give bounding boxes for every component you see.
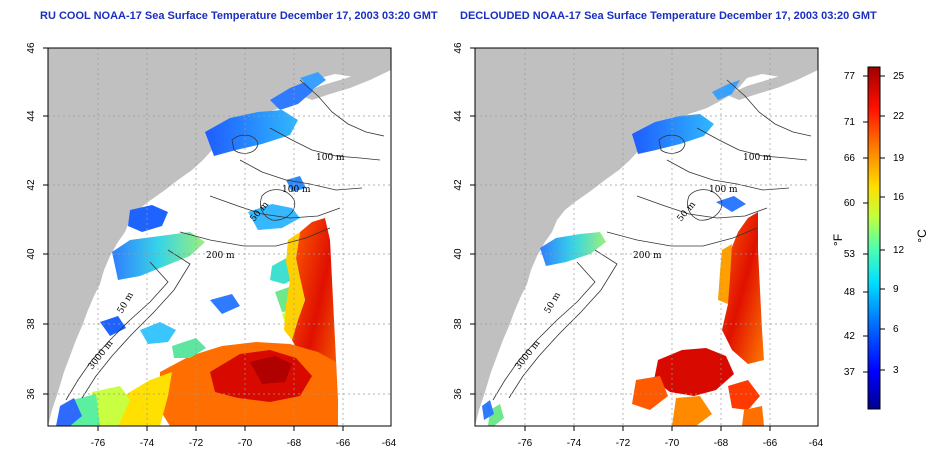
left-lon-tick-labels: -76 -74 -72 -70 -68 -66 -64 [91,438,397,449]
right-map-panel: 100 m 100 m 50 m 200 m 50 m 3000 m -76 -… [453,42,824,449]
lat-tick-label: 42 [26,179,37,191]
right-land [475,48,818,426]
right-ticks [470,47,771,431]
colorbar-ticks [863,75,885,373]
left-grid [48,48,391,426]
right-map-frame [474,47,819,427]
colorbar: 77 71 66 60 53 48 42 37 25 22 19 16 12 9… [831,66,929,410]
right-lon-tick-labels: -76 -74 -72 -70 -68 -66 -64 [518,438,824,449]
celsius-tick-label: 22 [893,111,905,122]
fahrenheit-tick-label: 42 [844,331,856,342]
lat-tick-label: 46 [26,42,37,54]
lon-tick-label: -66 [763,438,778,449]
lat-tick-label: 46 [453,42,464,54]
lat-tick-label: 38 [453,318,464,330]
lat-tick-label: 44 [26,110,37,122]
left-map-title: RU COOL NOAA-17 Sea Surface Temperature … [40,10,438,22]
lon-tick-label: -70 [665,438,680,449]
left-map-frame [47,47,392,427]
contour-label: 100 m [282,185,311,195]
left-sst-field [56,72,338,426]
right-map-title: DECLOUDED NOAA-17 Sea Surface Temperatur… [460,10,877,22]
fahrenheit-tick-label: 48 [844,287,856,298]
lat-tick-label: 40 [26,248,37,260]
fahrenheit-unit-label: °F [831,234,845,246]
fahrenheit-tick-label: 60 [844,198,856,209]
lon-tick-label: -76 [91,438,106,449]
lon-tick-label: -64 [382,438,397,449]
lat-tick-label: 36 [453,388,464,400]
right-nova-scotia [727,58,818,100]
left-ticks [43,47,344,431]
left-map-panel: 100 m 100 m 50 m 200 m 50 m 3000 m -76 -… [26,42,397,449]
right-grid [475,48,818,426]
celsius-tick-label: 25 [893,71,905,82]
lon-tick-label: -74 [140,438,155,449]
lon-tick-label: -76 [518,438,533,449]
celsius-tick-label: 19 [893,153,905,164]
lat-tick-label: 38 [26,318,37,330]
fahrenheit-tick-label: 71 [844,117,856,128]
colorbar-gradient [867,66,881,410]
contour-label: 200 m [633,251,662,261]
lon-tick-label: -68 [287,438,302,449]
lat-tick-label: 42 [453,179,464,191]
lat-tick-label: 40 [453,248,464,260]
celsius-tick-label: 9 [893,284,899,295]
left-land [48,48,391,426]
celsius-tick-label: 12 [893,245,905,256]
lon-tick-label: -66 [336,438,351,449]
lon-tick-label: -64 [809,438,824,449]
celsius-tick-label: 16 [893,192,905,203]
celsius-tick-label: 6 [893,324,899,335]
fahrenheit-tick-label: 53 [844,249,856,260]
lat-tick-label: 44 [453,110,464,122]
contour-label: 100 m [316,153,345,163]
right-bathymetry-contours [492,79,812,401]
right-sst-field [482,80,764,426]
contour-label: 100 m [709,185,738,195]
lon-tick-label: -70 [238,438,253,449]
right-lat-tick-labels: 36 38 40 42 44 46 [453,42,464,400]
lon-tick-label: -68 [714,438,729,449]
lon-tick-label: -74 [567,438,582,449]
celsius-tick-label: 3 [893,365,899,376]
lon-tick-label: -72 [616,438,631,449]
lon-tick-label: -72 [189,438,204,449]
contour-label: 100 m [743,153,772,163]
left-bathymetry-contours [65,79,385,401]
left-lat-tick-labels: 36 38 40 42 44 46 [26,42,37,400]
fahrenheit-tick-label: 77 [844,71,856,82]
lat-tick-label: 36 [26,388,37,400]
celsius-unit-label: °C [915,229,929,243]
contour-label: 200 m [206,251,235,261]
fahrenheit-tick-label: 66 [844,153,856,164]
left-nova-scotia [300,58,391,100]
fahrenheit-tick-label: 37 [844,367,856,378]
